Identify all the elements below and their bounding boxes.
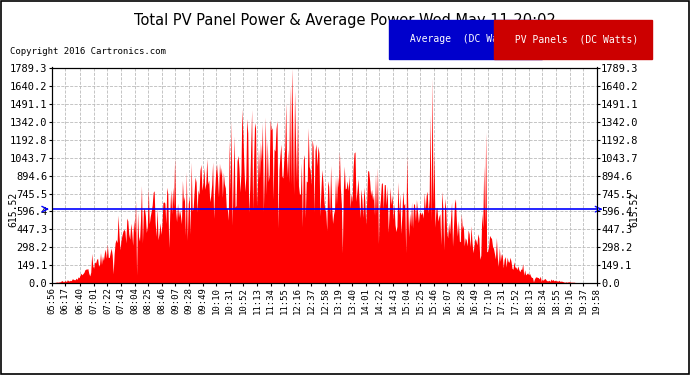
Text: Average  (DC Watts): Average (DC Watts) [404, 34, 527, 44]
Text: PV Panels  (DC Watts): PV Panels (DC Watts) [509, 34, 638, 44]
Text: Total PV Panel Power & Average Power Wed May 11 20:02: Total PV Panel Power & Average Power Wed… [134, 13, 556, 28]
Text: Copyright 2016 Cartronics.com: Copyright 2016 Cartronics.com [10, 47, 166, 56]
Text: 615.52: 615.52 [9, 192, 19, 227]
Text: 615.52: 615.52 [630, 192, 640, 227]
